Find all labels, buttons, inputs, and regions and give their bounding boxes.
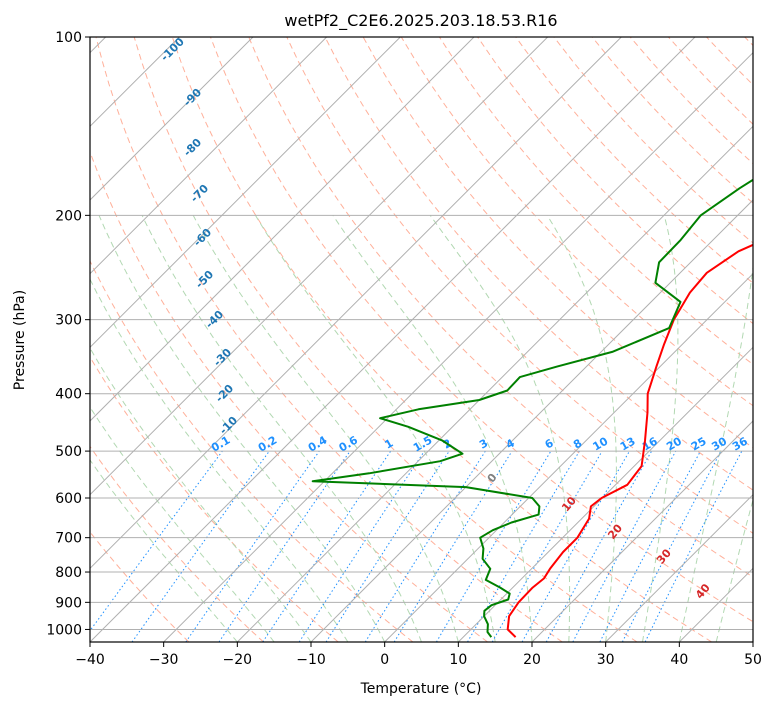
dry-adiabat-line [744,37,753,47]
mixing-ratio-line [325,450,450,642]
y-axis: 1000 900 800 700 600 500 400 300 200 100 [46,30,90,638]
moist-adiabat-line [90,347,312,642]
isotherm-line [90,37,401,349]
mixing-ratio-label: 4 [504,436,517,451]
x-tick-label: 20 [523,652,541,668]
mixing-ratio-line [644,450,743,642]
dry-adiabat-line [90,356,339,642]
mixing-ratio-line [599,450,701,642]
dry-adiabat-line [591,37,753,204]
isotherm-line [531,420,753,642]
mixing-ratio-label: 6 [543,436,556,451]
mixing-ratio-line [545,450,653,642]
mixing-ratio-line [364,450,486,642]
x-axis: −40 −30 −20 −10 0 10 20 30 40 50 [75,642,762,668]
isotherm-line [90,37,328,275]
dewpoint-trace [311,178,753,638]
background-lines [90,37,753,642]
dry-adiabat-line [515,37,753,284]
x-axis-label: Temperature (°C) [360,681,482,697]
moist-adiabat-line [642,215,679,642]
x-tick-label: 30 [597,652,615,668]
moist-adiabat-label: 40 [693,581,713,601]
dry-adiabat-line [668,37,753,125]
mixing-ratio-line [218,450,351,642]
dry-adiabat-label: -30 [211,346,234,369]
isotherm-line [90,37,696,642]
isotherm-line [90,37,622,570]
dry-adiabat-line [90,445,264,642]
x-tick-label: 40 [670,652,688,668]
x-tick-label: −30 [149,652,179,668]
moist-adiabat-line [429,215,571,642]
moist-adiabat-label: 10 [559,494,579,514]
x-tick-label: 0 [380,652,389,668]
y-tick-label: 400 [55,387,82,403]
mixing-ratio-line [185,450,320,642]
isotherm-line [457,346,753,642]
dry-adiabat-line [90,150,488,642]
moist-adiabat-line [141,215,422,642]
dry-adiabat-label: -100 [158,35,187,64]
moist-adiabat-line [90,459,238,642]
y-tick-label: 200 [55,208,82,224]
dry-adiabat-label: -80 [181,136,204,159]
moist-adiabat-line [98,215,386,642]
isotherm-line [236,125,753,642]
plot-frame [89,36,754,643]
isotherm-line [384,272,753,642]
y-tick-label: 300 [55,313,82,329]
dry-adiabat-line [324,37,753,491]
isotherm-line [678,567,753,642]
dry-adiabat-label: -50 [193,268,216,291]
y-tick-label: 800 [55,565,82,581]
dry-adiabat-line [210,37,753,623]
dry-adiabat-label: -70 [188,182,211,205]
dry-adiabat-line [133,37,638,642]
y-axis-label: Pressure (hPa) [12,290,28,390]
x-tick-label: −20 [223,652,253,668]
y-tick-label: 600 [55,491,82,507]
x-tick-label: −40 [75,652,105,668]
x-tick-label: −10 [296,652,326,668]
temperature-trace [506,243,753,638]
isotherm-line [90,37,254,201]
mixing-ratio-line [131,450,270,642]
dry-adiabat-line [90,531,190,642]
sounding-traces [311,178,753,638]
isotherm-line [90,37,475,422]
mixing-ratio-line [572,450,677,642]
dry-adiabat-label: -60 [191,226,214,249]
dry-adiabat-line [90,259,414,642]
y-tick-label: 900 [55,595,82,611]
x-tick-label: 10 [449,652,467,668]
y-tick-label: 700 [55,531,82,547]
isotherm-line [605,493,753,642]
chart-title: wetPf2_C2E6.2025.203.18.53.R16 [284,11,557,31]
isotherm-line [163,51,753,642]
dry-adiabat-line [706,37,753,86]
moist-adiabat-line [332,215,533,642]
mixing-ratio-line [90,450,223,632]
y-tick-label: 100 [55,30,82,46]
dry-adiabat-line [286,37,753,534]
moist-adiabat-line [192,215,459,642]
mixing-ratio-line [393,450,513,642]
mixing-ratio-line [298,450,425,642]
moist-adiabat-line [90,406,275,642]
isotherm-line [752,641,753,642]
isotherm-line [90,37,549,496]
moist-adiabat-label: 0 [485,471,500,485]
dry-adiabat-line [171,37,712,642]
mixing-ratio-line [521,450,630,642]
isotherm-line [310,199,753,642]
x-tick-label: 50 [744,652,762,668]
y-tick-label: 500 [55,444,82,460]
y-tick-label: 1000 [46,622,82,638]
moist-adiabat-line [678,263,753,642]
dry-adiabat-label: -10 [217,414,240,437]
mixing-ratio-line [262,450,392,642]
